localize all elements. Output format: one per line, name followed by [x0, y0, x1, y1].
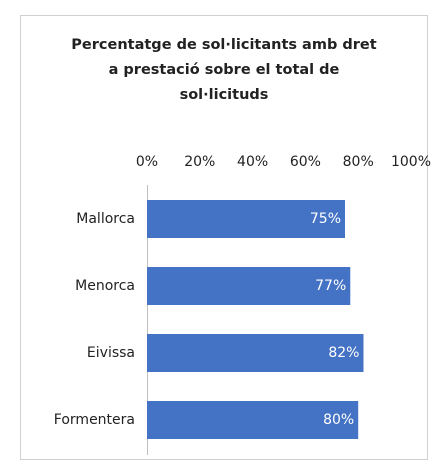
x-tick-label: 0% — [136, 154, 158, 170]
x-tick-label: 60% — [290, 154, 321, 170]
value-label: 82% — [328, 345, 359, 361]
value-label: 75% — [310, 211, 341, 227]
bar — [147, 200, 345, 238]
y-tick-label: Menorca — [75, 278, 135, 294]
chart-title: a prestació sobre el total de — [109, 62, 340, 78]
x-tick-label: 20% — [184, 154, 215, 170]
bar — [147, 267, 351, 305]
y-tick-label: Formentera — [54, 412, 135, 428]
chart-title: sol·licituds — [180, 87, 269, 103]
x-tick-label: 40% — [237, 154, 268, 170]
bar — [147, 334, 364, 372]
x-tick-label: 80% — [343, 154, 374, 170]
chart-title: Percentatge de sol·licitants amb dret — [71, 37, 376, 53]
value-label: 77% — [315, 278, 346, 294]
value-label: 80% — [323, 412, 354, 428]
x-tick-label: 100% — [391, 154, 431, 170]
y-tick-label: Eivissa — [87, 345, 135, 361]
y-tick-label: Mallorca — [76, 211, 135, 227]
bar — [147, 401, 359, 439]
